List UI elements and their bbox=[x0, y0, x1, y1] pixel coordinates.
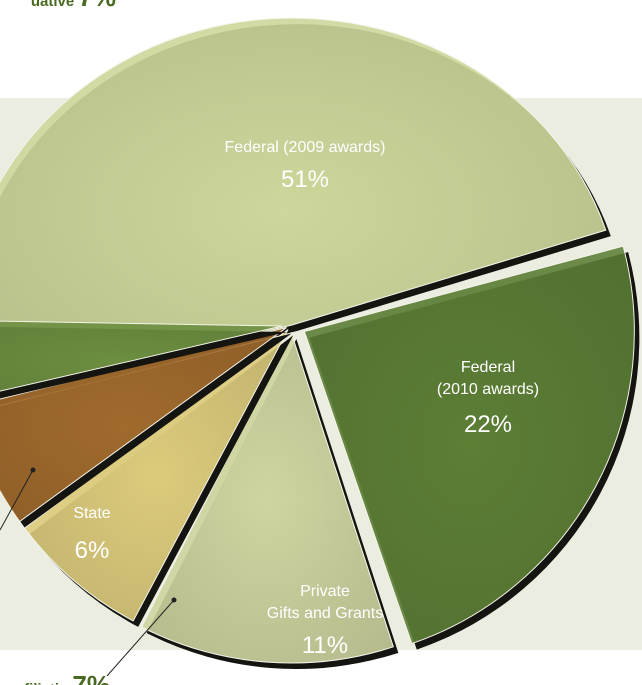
slice-label-federal_2009: Federal (2009 awards) bbox=[225, 139, 386, 156]
slice-federal_2010 bbox=[303, 245, 635, 645]
outside-label-value-affiliation: 7% bbox=[72, 670, 110, 685]
slice-value-federal_2010: 22% bbox=[464, 411, 512, 438]
outside-label-other: uative 7% bbox=[31, 0, 116, 12]
slice-other bbox=[0, 320, 283, 392]
slice-label-state: State bbox=[73, 505, 110, 522]
slice-label-private_gifts: Private bbox=[300, 583, 350, 600]
outside-label-name-other: uative bbox=[31, 0, 79, 10]
slice-state bbox=[0, 327, 287, 523]
leader-line-affiliation bbox=[106, 599, 175, 677]
outside-label-value-other: 7% bbox=[78, 0, 116, 12]
slice-value-state: 6% bbox=[75, 537, 110, 564]
slice-value-federal_2009: 51% bbox=[281, 166, 329, 193]
leader-line-affiliation-dot bbox=[171, 597, 177, 603]
leader-line-other bbox=[0, 469, 34, 531]
slice-federal_2009 bbox=[0, 17, 607, 399]
slice-label-federal_2010: (2010 awards) bbox=[437, 381, 539, 398]
leader-line-other-dot bbox=[30, 467, 36, 473]
outside-label-name-affiliation: filiatio bbox=[24, 681, 72, 685]
slice-value-private_gifts: 11% bbox=[302, 632, 348, 659]
slice-private_gifts bbox=[140, 331, 394, 664]
slice-label-private_gifts: Gifts and Grants bbox=[267, 605, 384, 622]
outside-label-affiliation: filiatio 7% bbox=[24, 670, 110, 685]
slice-label-federal_2010: Federal bbox=[461, 359, 515, 376]
slice-affiliation bbox=[23, 329, 289, 622]
